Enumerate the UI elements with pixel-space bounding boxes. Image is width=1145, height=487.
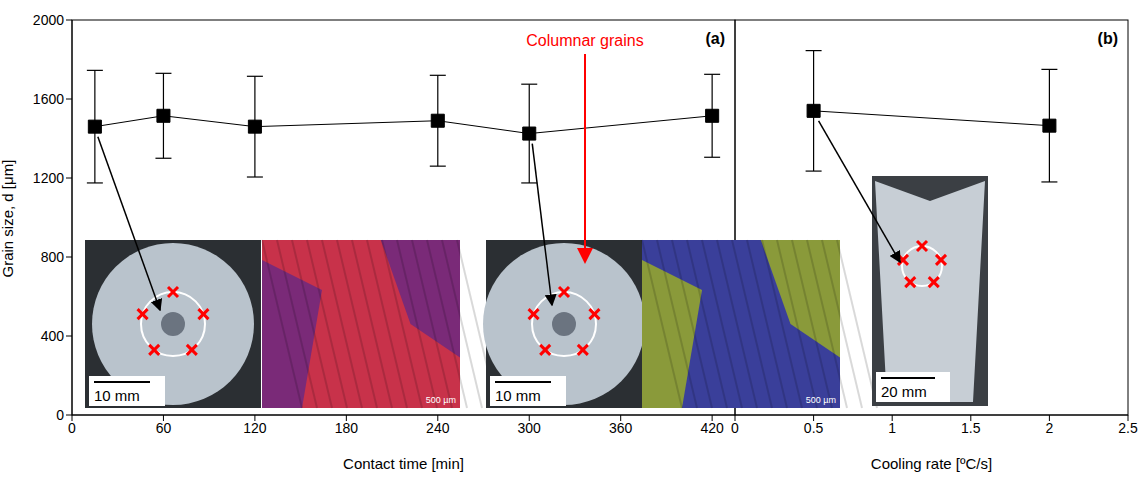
svg-text:(a): (a)	[705, 30, 725, 47]
svg-text:2.5: 2.5	[1118, 420, 1138, 436]
svg-text:500 µm: 500 µm	[426, 395, 456, 405]
svg-text:0: 0	[68, 420, 76, 436]
svg-text:1: 1	[888, 420, 896, 436]
svg-text:1600: 1600	[33, 91, 64, 107]
svg-text:2000: 2000	[33, 12, 64, 28]
svg-text:120: 120	[243, 420, 267, 436]
svg-text:2: 2	[1046, 420, 1054, 436]
svg-text:420: 420	[700, 420, 724, 436]
svg-text:0: 0	[56, 407, 64, 423]
svg-text:(b): (b)	[1098, 30, 1118, 47]
svg-text:300: 300	[518, 420, 542, 436]
svg-text:800: 800	[41, 249, 65, 265]
svg-text:10 mm: 10 mm	[94, 387, 140, 404]
svg-text:1200: 1200	[33, 170, 64, 186]
svg-text:0: 0	[731, 420, 739, 436]
svg-text:400: 400	[41, 328, 65, 344]
svg-text:0.5: 0.5	[804, 420, 824, 436]
svg-text:360: 360	[609, 420, 633, 436]
svg-text:500 µm: 500 µm	[806, 395, 836, 405]
svg-text:Contact time [min]: Contact time [min]	[343, 455, 464, 472]
svg-text:180: 180	[335, 420, 359, 436]
svg-text:Cooling rate [ºC/s]: Cooling rate [ºC/s]	[871, 455, 992, 472]
svg-text:60: 60	[156, 420, 172, 436]
svg-text:Columnar grains: Columnar grains	[526, 32, 643, 49]
svg-text:Grain size, d [μm]: Grain size, d [μm]	[0, 160, 16, 278]
svg-text:10 mm: 10 mm	[495, 387, 541, 404]
svg-text:240: 240	[426, 420, 450, 436]
svg-text:1.5: 1.5	[961, 420, 981, 436]
svg-text:20 mm: 20 mm	[881, 383, 927, 400]
